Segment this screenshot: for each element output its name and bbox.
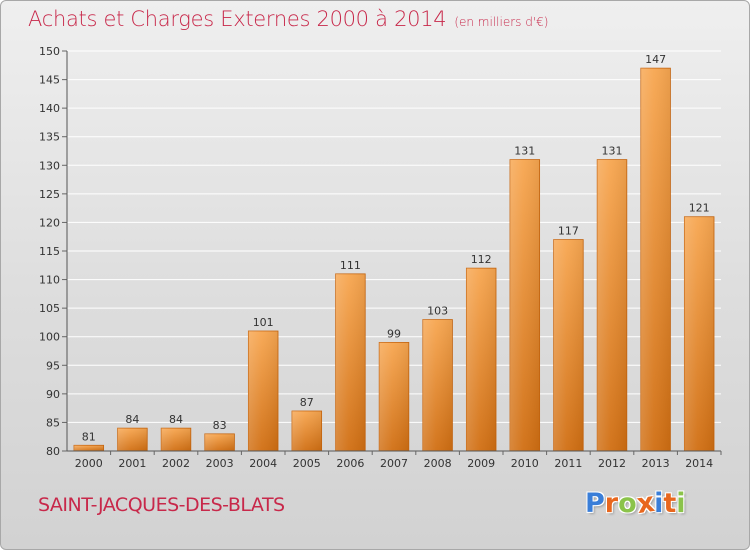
proxiti-logo: Proxiti [585, 486, 686, 521]
bar-shine [684, 216, 715, 451]
bar-shine [204, 433, 235, 451]
x-tick-label: 2002 [162, 457, 190, 470]
x-tick-label: 2010 [511, 457, 539, 470]
y-tick-label: 85 [46, 416, 60, 429]
x-tick-label: 2009 [467, 457, 495, 470]
bar-value-label: 84 [125, 413, 139, 426]
bar-value-label: 87 [300, 396, 314, 409]
bar-shine [161, 428, 191, 451]
y-tick-label: 105 [39, 302, 60, 315]
bar-shine [73, 445, 104, 451]
bar-shine [466, 268, 497, 451]
bar-value-label: 83 [213, 419, 227, 432]
bar-shine [335, 273, 366, 451]
bar-value-label: 117 [558, 225, 579, 238]
bar-value-label: 121 [689, 202, 710, 215]
x-tick-label: 2011 [554, 457, 582, 470]
y-tick-label: 145 [39, 74, 60, 87]
logo-letter: t [663, 488, 677, 519]
y-tick-label: 125 [39, 188, 60, 201]
logo-letter: P [585, 488, 605, 519]
bar-value-label: 112 [471, 253, 492, 266]
x-tick-label: 2008 [424, 457, 452, 470]
commune-name: SAINT-JACQUES-DES-BLATS [38, 494, 285, 516]
bar-value-label: 99 [387, 327, 401, 340]
y-tick-label: 115 [39, 245, 60, 258]
logo-letter: i [654, 488, 664, 519]
logo-letter: x [634, 486, 657, 521]
bar-shine [597, 159, 627, 452]
x-tick-label: 2007 [380, 457, 408, 470]
y-tick-label: 80 [46, 445, 60, 458]
y-tick-label: 135 [39, 131, 60, 144]
y-tick-label: 140 [39, 102, 60, 115]
bar-value-label: 147 [645, 53, 666, 66]
logo-letter: i [676, 488, 686, 519]
bar-shine [379, 342, 409, 451]
y-tick-label: 100 [39, 331, 60, 344]
bar-shine [248, 331, 279, 451]
y-tick-label: 90 [46, 388, 60, 401]
bar-value-label: 84 [169, 413, 183, 426]
chart-title-text: Achats et Charges Externes 2000 à 2014 [28, 7, 447, 31]
bar-shine [509, 159, 540, 452]
x-tick-label: 2003 [206, 457, 234, 470]
bar-shine [117, 428, 148, 451]
y-tick-label: 130 [39, 159, 60, 172]
bar-value-label: 111 [340, 259, 361, 272]
bar-shine [422, 319, 453, 451]
x-tick-label: 2013 [642, 457, 670, 470]
x-tick-label: 2006 [336, 457, 364, 470]
bar-value-label: 131 [514, 145, 535, 158]
chart-title: Achats et Charges Externes 2000 à 2014 (e… [28, 7, 548, 31]
x-tick-label: 2005 [293, 457, 321, 470]
bar-value-label: 103 [427, 305, 448, 318]
bar-value-label: 81 [82, 430, 96, 443]
y-tick-label: 95 [46, 359, 60, 372]
bar-shine [640, 68, 671, 452]
logo-letter: r [604, 488, 619, 519]
x-tick-label: 2004 [249, 457, 277, 470]
bar-shine [553, 239, 584, 451]
bar-value-label: 131 [602, 145, 623, 158]
x-tick-label: 2000 [75, 457, 103, 470]
y-tick-label: 150 [39, 45, 60, 58]
x-tick-label: 2012 [598, 457, 626, 470]
x-tick-label: 2014 [685, 457, 713, 470]
y-tick-label: 110 [39, 274, 60, 287]
bar-value-label: 101 [253, 316, 274, 329]
x-tick-label: 2001 [118, 457, 146, 470]
y-tick-label: 120 [39, 216, 60, 229]
chart-subtitle: (en milliers d'€) [454, 15, 549, 29]
bar-shine [291, 411, 322, 451]
logo-letter: o [618, 488, 637, 519]
